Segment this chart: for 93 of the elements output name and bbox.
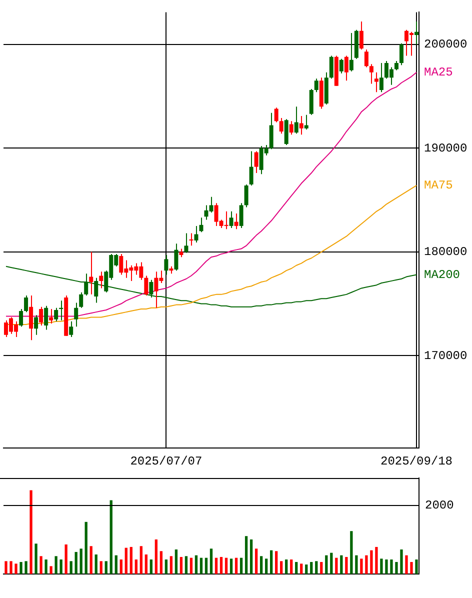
- bar: [390, 559, 393, 574]
- bar: [340, 555, 343, 574]
- bar: [150, 559, 153, 574]
- bar: [154, 539, 158, 574]
- bar: [355, 555, 358, 574]
- bar: [250, 539, 253, 574]
- bar: [285, 559, 288, 574]
- bar: [360, 558, 363, 574]
- bar: [134, 559, 138, 574]
- y-tick-label: 180000: [424, 245, 468, 260]
- bar: [264, 558, 268, 574]
- bar: [124, 548, 128, 574]
- bar: [300, 564, 303, 574]
- bar: [40, 556, 42, 574]
- bar: [100, 561, 102, 574]
- bar: [44, 559, 48, 574]
- bar: [320, 562, 323, 574]
- bar: [200, 558, 203, 574]
- bar: [315, 561, 318, 574]
- bar: [244, 536, 248, 574]
- series-label: MA200: [424, 268, 460, 282]
- series-label: MA25: [424, 66, 453, 80]
- bar: [260, 556, 263, 574]
- bar: [275, 551, 278, 574]
- bar: [110, 500, 112, 574]
- bar: [184, 556, 188, 574]
- bar: [310, 562, 313, 574]
- bar: [350, 531, 353, 574]
- bar: [415, 559, 418, 574]
- bar: [74, 552, 78, 574]
- bar: [60, 559, 62, 574]
- bar: [164, 559, 168, 574]
- bar: [385, 559, 388, 574]
- bar: [104, 561, 108, 574]
- text: 2000: [425, 498, 454, 513]
- y-tick-label: 190000: [424, 141, 468, 156]
- bar: [400, 549, 403, 574]
- bar: [270, 550, 273, 574]
- bar: [130, 546, 132, 574]
- bar: [290, 559, 293, 574]
- bar: [180, 556, 183, 574]
- bar: [90, 546, 92, 574]
- x-tick-label: 2025/07/07: [130, 454, 202, 468]
- bar: [345, 556, 348, 574]
- bar: [280, 561, 283, 574]
- bar: [254, 548, 258, 574]
- bar: [210, 548, 213, 574]
- bar: [50, 566, 52, 574]
- bar: [114, 555, 118, 574]
- y-tick-label: 170000: [424, 348, 468, 363]
- bar: [160, 551, 163, 574]
- bar: [54, 556, 58, 574]
- bar: [230, 558, 233, 574]
- bar: [395, 562, 398, 574]
- x-tick-label: 2025/09/18: [380, 454, 453, 468]
- bar: [30, 490, 32, 574]
- bar: [234, 558, 238, 574]
- bar: [190, 558, 193, 574]
- bar: [330, 552, 333, 574]
- bar: [410, 562, 413, 574]
- bar: [240, 558, 243, 574]
- bar: [380, 558, 383, 574]
- series-label: MA75: [424, 178, 453, 193]
- bar: [370, 550, 373, 574]
- bar: [10, 561, 12, 574]
- bar: [375, 546, 378, 574]
- bar: [295, 562, 298, 574]
- bar: [325, 555, 328, 574]
- bar: [94, 554, 98, 574]
- bar: [4, 561, 8, 574]
- bar: [70, 561, 72, 574]
- bar: [64, 544, 68, 574]
- bar: [20, 562, 22, 574]
- y-tick-label: 200000: [424, 38, 468, 52]
- bar: [34, 544, 38, 574]
- bar: [224, 558, 228, 574]
- bar: [144, 554, 148, 574]
- bar: [120, 559, 122, 574]
- bar: [14, 564, 18, 574]
- bar: [80, 548, 82, 574]
- bar: [24, 561, 28, 574]
- bar: [214, 558, 218, 574]
- bar: [194, 555, 198, 574]
- bar: [170, 556, 173, 574]
- bar: [220, 556, 223, 574]
- bar: [335, 558, 338, 574]
- bar: [405, 555, 408, 574]
- bar: [174, 549, 178, 574]
- bar: [84, 522, 88, 574]
- bar: [365, 555, 368, 574]
- bar: [140, 546, 142, 574]
- bar: [305, 564, 308, 574]
- bar: [204, 558, 208, 574]
